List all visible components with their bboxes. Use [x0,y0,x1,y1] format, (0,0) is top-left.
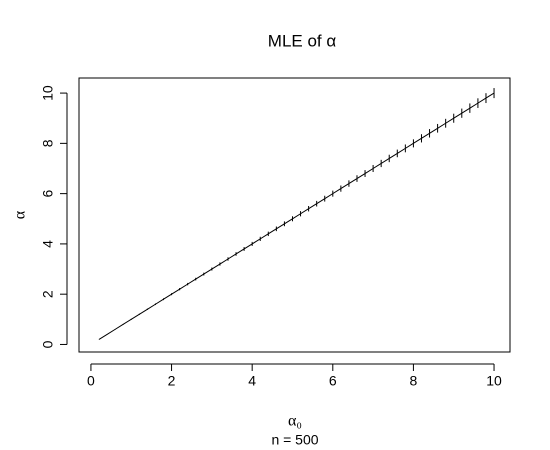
x-tick-label: 8 [410,373,418,389]
y-tick-label: 4 [40,240,56,248]
x-tick-label: 0 [87,373,95,389]
y-axis-label: α [12,210,29,219]
x-tick-label: 4 [248,373,256,389]
plot-frame [78,77,511,353]
x-tick-label: 2 [168,373,176,389]
x-axis-label: α₀ [288,413,302,430]
x-tick-label: 6 [329,373,337,389]
y-tick-label: 8 [40,139,56,147]
x-tick-label: 10 [486,373,502,389]
y-tick-label: 0 [40,340,56,348]
y-tick-label: 6 [40,190,56,198]
line [98,92,495,340]
chart-title: MLE of α [268,31,337,50]
y-tick-label: 2 [40,290,56,298]
subtitle: n = 500 [271,432,318,448]
y-tick-label: 10 [40,85,56,101]
